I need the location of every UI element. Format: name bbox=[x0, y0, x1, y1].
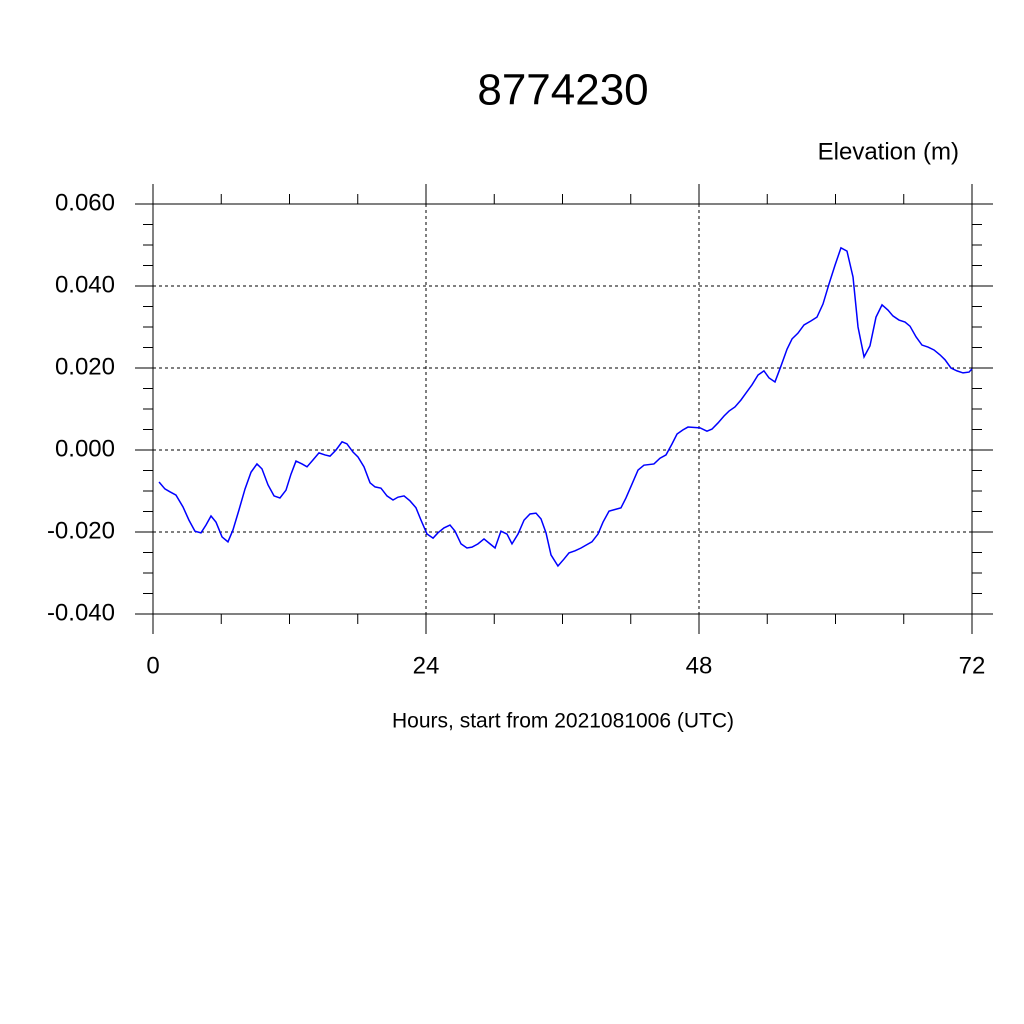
y-tick-label: 0.020 bbox=[55, 353, 115, 380]
x-tick-label: 48 bbox=[686, 652, 713, 679]
y-tick-label: -0.020 bbox=[47, 517, 115, 544]
y-tick-label: 0.060 bbox=[55, 189, 115, 216]
y-tick-label: 0.040 bbox=[55, 271, 115, 298]
x-tick-label: 72 bbox=[959, 652, 986, 679]
x-tick-label: 0 bbox=[146, 652, 159, 679]
plot-frame bbox=[152, 203, 973, 615]
y-tick-label: 0.000 bbox=[55, 435, 115, 462]
x-tick-label: 24 bbox=[413, 652, 440, 679]
chart-title: 8774230 bbox=[477, 66, 648, 115]
y-tick-label: -0.040 bbox=[47, 599, 115, 626]
x-axis-label: Hours, start from 2021081006 (UTC) bbox=[392, 710, 734, 733]
chart-subtitle: Elevation (m) bbox=[818, 138, 959, 165]
series-line bbox=[158, 246, 973, 568]
